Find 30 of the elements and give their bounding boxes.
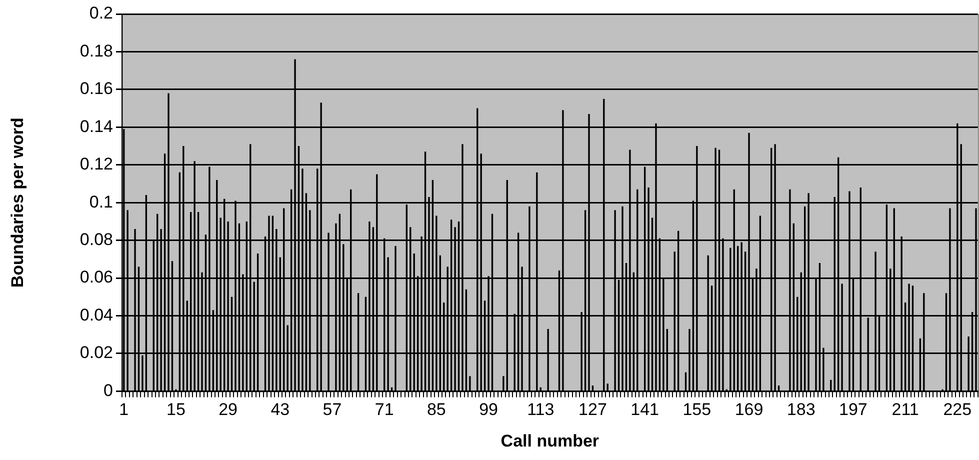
x-tick-label: 29 bbox=[218, 400, 238, 420]
y-tick-label: 0.02 bbox=[80, 343, 113, 362]
x-tick-label: 141 bbox=[630, 400, 660, 420]
y-tick-label: 0.08 bbox=[80, 230, 113, 250]
y-tick-label: 0.2 bbox=[89, 4, 113, 23]
x-tick-label: 57 bbox=[322, 400, 342, 420]
x-tick-label: 43 bbox=[270, 400, 290, 420]
x-tick-label: 1 bbox=[119, 400, 129, 420]
y-axis-title: Boundaries per word bbox=[8, 118, 27, 288]
y-tick-label: 0 bbox=[104, 380, 113, 400]
y-tick-label: 0.12 bbox=[80, 154, 113, 174]
x-tick-label: 183 bbox=[786, 400, 816, 420]
y-tick-label: 0.16 bbox=[80, 79, 113, 98]
y-tick-label: 0.06 bbox=[80, 268, 113, 287]
y-tick-label: 0.14 bbox=[80, 116, 113, 136]
x-tick-label: 211 bbox=[892, 400, 919, 420]
y-tick-label: 0.1 bbox=[89, 192, 113, 212]
x-tick-label: 225 bbox=[943, 400, 972, 420]
x-tick-label: 113 bbox=[527, 400, 554, 420]
x-tick-label: 85 bbox=[426, 400, 446, 420]
x-axis-title: Call number bbox=[500, 431, 600, 450]
x-tick-label: 169 bbox=[734, 400, 764, 420]
x-tick-label: 99 bbox=[479, 400, 498, 420]
y-tick-label: 0.04 bbox=[80, 305, 113, 324]
x-tick-label: 15 bbox=[166, 400, 186, 420]
y-tick-label: 0.18 bbox=[80, 41, 113, 60]
x-tick-label: 155 bbox=[682, 400, 712, 420]
x-tick-label: 71 bbox=[374, 400, 394, 420]
x-tick-label: 197 bbox=[839, 400, 868, 420]
x-tick-label: 127 bbox=[578, 400, 607, 420]
